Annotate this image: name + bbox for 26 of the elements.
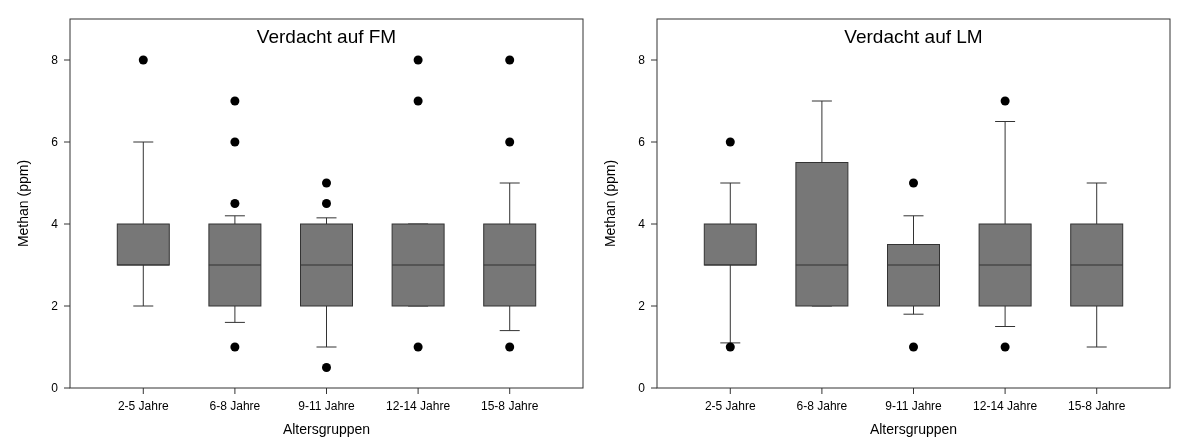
y-tick-label: 4 xyxy=(51,217,59,232)
y-axis-title: Methan (ppm) xyxy=(15,159,31,248)
y-tick-label: 8 xyxy=(51,53,59,68)
chart-title: Verdacht auf LM xyxy=(844,26,983,47)
chart-title: Verdacht auf FM xyxy=(256,26,397,47)
y-tick-label: 8 xyxy=(638,53,646,68)
x-tick-label: 9-11 Jahre xyxy=(885,399,943,413)
y-tick-label: 0 xyxy=(638,381,646,396)
x-tick-label: 6-8 Jahre xyxy=(796,399,848,413)
x-tick-label: 2-5 Jahre xyxy=(117,399,169,413)
x-tick-label: 15-8 Jahre xyxy=(481,399,539,413)
x-axis-title: Altersgruppen xyxy=(282,421,371,437)
y-tick-label: 2 xyxy=(638,299,646,314)
y-tick-label: 2 xyxy=(51,299,59,314)
x-tick-label: 2-5 Jahre xyxy=(704,399,756,413)
x-tick-label: 12-14 Jahre xyxy=(973,399,1038,413)
y-tick-label: 6 xyxy=(638,135,646,150)
x-tick-label: 12-14 Jahre xyxy=(386,399,451,413)
x-tick-label: 9-11 Jahre xyxy=(298,399,356,413)
x-tick-label: 6-8 Jahre xyxy=(209,399,261,413)
y-axis-title: Methan (ppm) xyxy=(602,159,618,248)
y-tick-label: 0 xyxy=(51,381,59,396)
y-tick-label: 6 xyxy=(51,135,59,150)
x-axis-title: Altersgruppen xyxy=(869,421,958,437)
y-tick-label: 4 xyxy=(638,217,646,232)
x-tick-label: 15-8 Jahre xyxy=(1068,399,1126,413)
